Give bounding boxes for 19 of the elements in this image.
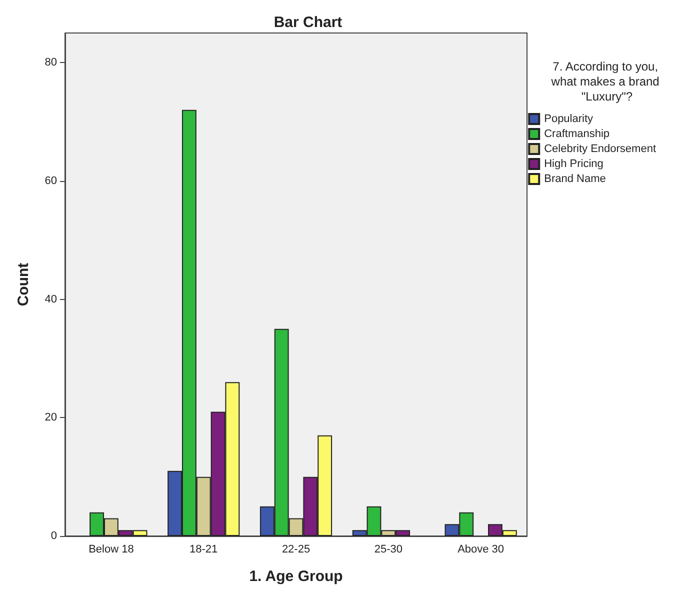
x-tick-label: 25-30 [374, 544, 402, 556]
chart-title: Bar Chart [274, 14, 342, 31]
y-tick-label: 60 [44, 174, 57, 187]
y-axis-title: Count [15, 262, 32, 306]
x-tick-label: 22-25 [282, 544, 310, 556]
legend-title: 7. According to you, what makes a brand "Luxury"? [550, 60, 663, 104]
y-tick-label: 0 [50, 530, 57, 542]
x-axis-title: 1. Age Group [249, 568, 343, 585]
legend-label: Craftmanship [544, 128, 610, 140]
y-tick-label: 80 [44, 56, 57, 69]
y-tick-label: 40 [44, 293, 57, 306]
x-tick-label: Above 30 [458, 544, 504, 556]
legend-label: Popularity [544, 113, 594, 125]
legend-label: Celebrity Endorsement [544, 143, 656, 155]
x-tick-label: 18-21 [190, 544, 218, 556]
legend-label: High Pricing [544, 158, 604, 170]
legend-label: Brand Name [544, 173, 606, 185]
y-tick-label: 20 [44, 412, 57, 424]
x-tick-label: Below 18 [88, 544, 134, 556]
